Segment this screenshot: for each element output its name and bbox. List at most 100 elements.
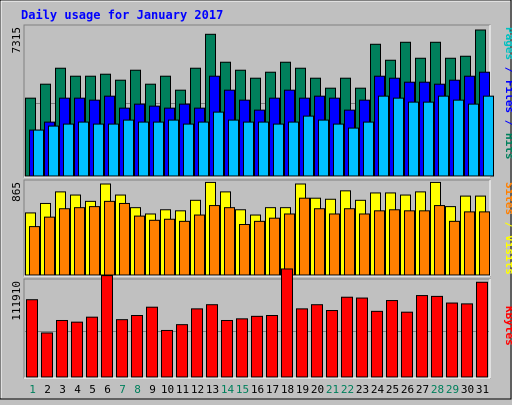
bar-pages-day-23 (363, 121, 374, 177)
bar-pages-day-14 (228, 119, 239, 177)
bar-pages-day-29 (453, 99, 464, 177)
legend-part-1: / (503, 60, 512, 80)
bar-sites-day-2 (44, 216, 55, 276)
day-label-18: 18 (281, 383, 294, 396)
day-label-13: 13 (206, 383, 219, 396)
bar-sites-day-24 (374, 210, 385, 276)
bar-sites-day-8 (134, 215, 145, 276)
bar-sites-day-11 (179, 220, 190, 276)
bar-pages-day-17 (273, 123, 284, 177)
bar-pages-day-13 (213, 111, 224, 177)
bar-sites-day-1 (29, 226, 40, 276)
bar-pages-day-7 (123, 119, 134, 177)
legend-part-2: Files (503, 80, 512, 113)
bar-sites-day-22 (344, 208, 355, 276)
bar-pages-day-12 (198, 121, 209, 177)
bar-pages-day-19 (303, 115, 314, 177)
bar-pages-day-11 (183, 123, 194, 177)
chart-title: Daily usage for January 2017 (21, 8, 223, 22)
bar-sites-day-21 (329, 213, 340, 276)
bar-pages-day-31 (483, 95, 494, 177)
bar-kbytes-day-30 (461, 303, 473, 378)
bar-pages-day-2 (48, 125, 59, 177)
bar-sites-day-31 (479, 211, 490, 276)
bar-pages-day-8 (138, 121, 149, 177)
bar-sites-day-6 (104, 200, 115, 276)
day-label-31: 31 (476, 383, 489, 396)
day-label-28: 28 (431, 383, 444, 396)
bar-pages-day-9 (153, 121, 164, 177)
bar-kbytes-day-10 (161, 329, 173, 378)
legend-part-3: / (503, 113, 512, 133)
bar-sites-day-25 (389, 209, 400, 276)
bar-sites-day-16 (254, 220, 265, 276)
bar-sites-day-14 (224, 207, 235, 276)
bar-pages-day-30 (468, 103, 479, 177)
bar-sites-day-30 (464, 211, 475, 276)
day-label-3: 3 (59, 383, 66, 396)
bar-kbytes-day-7 (116, 319, 128, 378)
bar-kbytes-day-20 (311, 304, 323, 378)
bar-sites-day-9 (149, 219, 160, 276)
day-label-14: 14 (221, 383, 235, 396)
bar-sites-day-19 (299, 197, 310, 276)
day-label-20: 20 (311, 383, 324, 396)
bar-pages-day-27 (423, 101, 434, 177)
bar-pages-day-1 (33, 129, 44, 177)
bar-pages-day-20 (318, 119, 329, 177)
bar-pages-day-4 (78, 121, 89, 177)
bar-kbytes-day-17 (266, 315, 278, 378)
day-label-12: 12 (191, 383, 204, 396)
day-label-1: 1 (29, 383, 36, 396)
bar-kbytes-day-3 (56, 319, 68, 378)
day-label-10: 10 (161, 383, 174, 396)
bar-kbytes-day-29 (446, 302, 458, 378)
bar-pages-day-18 (288, 121, 299, 177)
day-label-16: 16 (251, 383, 264, 396)
bar-pages-day-3 (63, 123, 74, 177)
bar-sites-day-3 (59, 208, 70, 276)
bar-pages-day-10 (168, 119, 179, 177)
bar-pages-day-25 (393, 97, 404, 177)
hits-series-legend: Pages / Files / Hits (503, 27, 512, 160)
day-label-25: 25 (386, 383, 399, 396)
bar-sites-day-15 (239, 224, 250, 276)
panel-kbytes (23, 268, 491, 379)
bar-kbytes-day-23 (356, 297, 368, 378)
day-label-19: 19 (296, 383, 309, 396)
bar-sites-day-4 (74, 207, 85, 276)
bar-kbytes-day-15 (236, 318, 248, 378)
bar-pages-day-21 (333, 123, 344, 177)
legend-part-0: KBytes (503, 306, 512, 346)
visits-ymax-label: 865 (10, 182, 23, 202)
bar-kbytes-day-18 (281, 268, 293, 378)
bar-sites-day-10 (164, 218, 175, 276)
bar-kbytes-day-31 (476, 281, 488, 378)
bar-pages-day-24 (378, 95, 389, 177)
bar-kbytes-day-25 (386, 300, 398, 378)
bar-kbytes-day-22 (341, 296, 353, 378)
day-axis-labels: 1 2 3 4 5 6 7 8 9 10 11 12 13 14 15 16 17 18 19 20 21 22 23 24 2… (29, 383, 489, 396)
bar-pages-day-22 (348, 127, 359, 177)
day-label-27: 27 (416, 383, 429, 396)
bar-kbytes-day-14 (221, 319, 233, 378)
day-label-4: 4 (74, 383, 81, 396)
bar-sites-day-23 (359, 213, 370, 276)
day-label-21: 21 (326, 383, 339, 396)
legend-part-4: Hits (503, 133, 512, 160)
day-label-9: 9 (149, 383, 156, 396)
day-label-5: 5 (89, 383, 96, 396)
bar-kbytes-day-19 (296, 308, 308, 378)
day-label-11: 11 (176, 383, 189, 396)
bar-kbytes-day-28 (431, 295, 443, 378)
kbytes-series-legend: KBytes (503, 306, 512, 346)
day-label-24: 24 (371, 383, 385, 396)
day-label-23: 23 (356, 383, 369, 396)
bar-pages-day-26 (408, 101, 419, 177)
day-label-2: 2 (44, 383, 51, 396)
day-label-15: 15 (236, 383, 249, 396)
bar-pages-day-5 (93, 123, 104, 177)
visits-series-legend: Sites / Visits (503, 182, 512, 275)
